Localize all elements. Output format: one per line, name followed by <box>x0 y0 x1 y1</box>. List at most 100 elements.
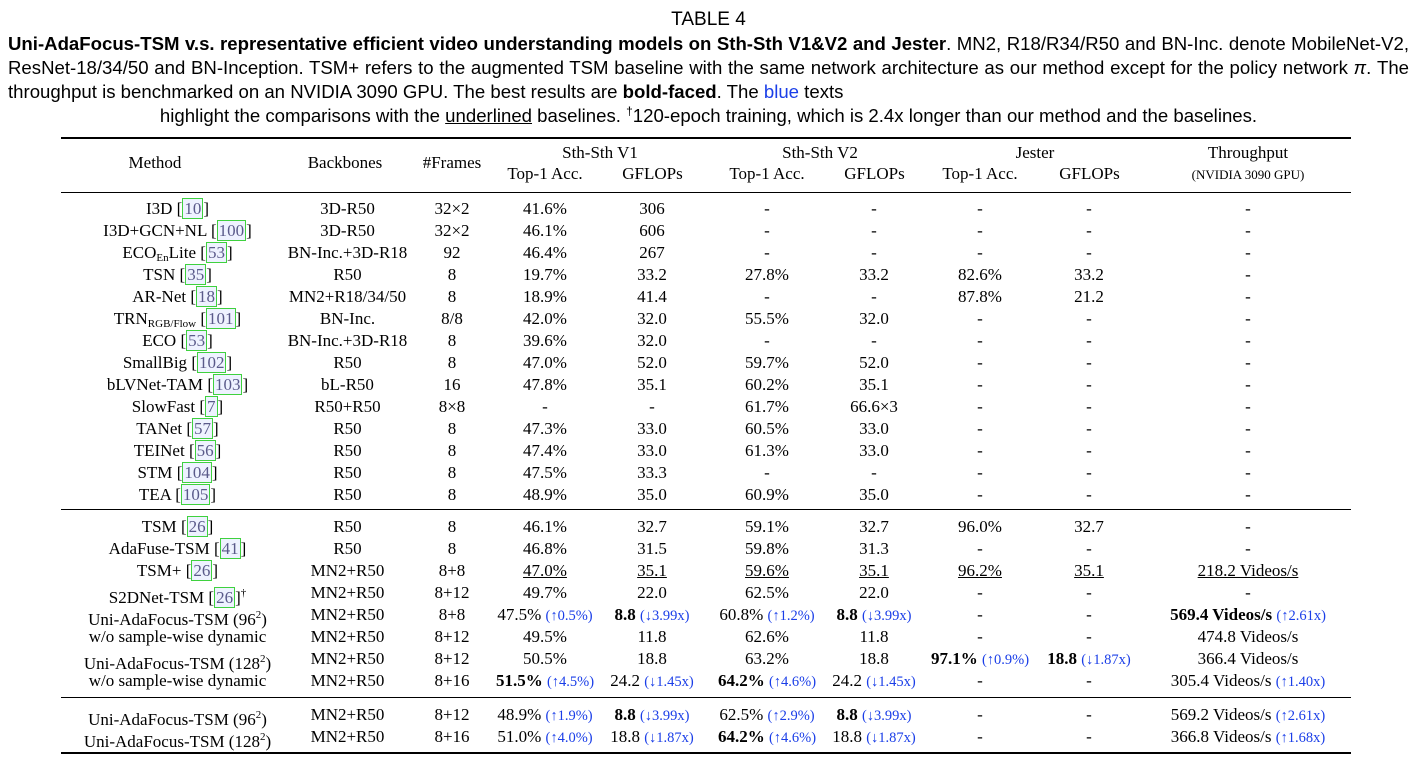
metric-value: - <box>1086 705 1092 724</box>
citation-link[interactable]: 41 <box>219 538 241 559</box>
metric-delta: (↑4.5%) <box>546 674 595 690</box>
metric-cell: - <box>1148 582 1348 604</box>
metric-cell: - <box>597 396 707 418</box>
metric-cell: 33.3 <box>597 462 707 484</box>
caption-blue-word: blue <box>763 81 800 102</box>
backbone-cell: MN2+R50 <box>310 627 385 646</box>
metric-value: - <box>977 705 983 724</box>
metric-cell: 267 <box>597 242 707 264</box>
metric-cell: - <box>712 198 822 220</box>
metric-value: 55.5% <box>745 309 789 328</box>
metric-cell: 48.9% (↑1.9%) <box>460 704 630 727</box>
metric-value: 62.5% <box>745 583 789 602</box>
metric-value: - <box>871 463 877 482</box>
caption-text-5: highlight the comparisons with the <box>159 105 446 126</box>
metric-cell: 52.0 <box>819 352 929 374</box>
metric-value: - <box>1245 221 1251 240</box>
metric-value: 306 <box>639 199 665 218</box>
backbone-cell: MN2+R50 <box>310 583 385 602</box>
metric-delta: (↑1.40x) <box>1275 674 1326 690</box>
metric-value: - <box>1245 397 1251 416</box>
citation-link[interactable]: 18 <box>196 286 218 307</box>
metric-cell: - <box>925 352 1035 374</box>
citation-link[interactable]: 35 <box>185 264 207 285</box>
metric-cell: 21.2 <box>1034 286 1144 308</box>
metric-cell: 35.1 <box>819 374 929 396</box>
metric-cell: 47.4% <box>490 440 600 462</box>
method-cell: Uni-AdaFocus-TSM (1282) <box>55 648 300 675</box>
caption-text-6: baselines. <box>532 105 627 126</box>
metric-value: - <box>871 221 877 240</box>
table-top-rule <box>61 137 1351 139</box>
header-frames: #Frames <box>422 153 482 172</box>
metric-value: 47.8% <box>523 375 567 394</box>
citation-link[interactable]: 26 <box>186 516 208 537</box>
backbone-cell: MN2+R50 <box>310 649 385 668</box>
table-bottom-rule <box>61 752 1351 754</box>
header-v2-gflops: GFLOPs <box>844 164 905 183</box>
citation-link[interactable]: 103 <box>212 374 243 395</box>
metric-value: 33.0 <box>859 441 889 460</box>
citation-link[interactable]: 101 <box>206 308 236 329</box>
citation-link[interactable]: 10 <box>182 198 204 219</box>
metric-cell: - <box>1034 308 1144 330</box>
citation-link[interactable]: 102 <box>196 352 227 373</box>
metric-cell: - <box>1034 418 1144 440</box>
method-name: bLVNet-TAM <box>106 375 204 394</box>
metric-cell: 61.3% <box>712 440 822 462</box>
metric-value: 62.6% <box>745 627 789 646</box>
metric-value: - <box>764 463 770 482</box>
backbone-cell: MN2+R50 <box>310 705 385 724</box>
method-cell: TANet [57] <box>136 418 219 439</box>
citation-link[interactable]: 104 <box>182 462 212 483</box>
method-superscript: 2 <box>259 653 266 665</box>
backbone-cell: R50 <box>333 441 362 460</box>
metric-cell: 305.4 Videos/s (↑1.40x) <box>1118 670 1378 693</box>
frames-cell: 8×8 <box>438 397 466 416</box>
metric-value: 35.1 <box>1074 561 1104 580</box>
metric-cell: - <box>925 726 1035 748</box>
method-name: TANet <box>136 419 183 438</box>
metric-value: - <box>649 397 655 416</box>
metric-value: 11.8 <box>637 627 667 646</box>
metric-cell: 47.0% <box>490 352 600 374</box>
metric-cell: 47.3% <box>490 418 600 440</box>
metric-delta: (↓3.99x) <box>639 708 690 724</box>
citation-link[interactable]: 100 <box>216 220 247 241</box>
metric-cell: 49.7% <box>490 582 600 604</box>
method-cell: w/o sample-wise dynamic <box>55 670 300 692</box>
citation-link[interactable]: 57 <box>192 418 214 439</box>
metric-value: 52.0 <box>637 353 667 372</box>
citation-link[interactable]: 53 <box>186 330 208 351</box>
frames-cell: 8+8 <box>438 561 466 580</box>
citation-link[interactable]: 26 <box>191 560 213 581</box>
frames-cell: 8 <box>447 463 457 482</box>
method-cell: S2DNet-TSM [26]† <box>108 587 247 608</box>
citation-link[interactable]: 105 <box>180 484 211 505</box>
metric-cell: 60.9% <box>712 484 822 506</box>
metric-value: 97.1% <box>930 649 978 668</box>
caption-bold-faced: bold-faced <box>622 81 717 102</box>
metric-cell: - <box>1034 396 1144 418</box>
metric-value: 8.8 <box>614 705 636 724</box>
metric-cell: 32.7 <box>819 516 929 538</box>
metric-value: 61.7% <box>745 397 789 416</box>
header-bottom-rule <box>61 192 1351 193</box>
metric-value: - <box>1086 727 1092 746</box>
metric-value: - <box>1086 221 1092 240</box>
metric-cell: - <box>819 198 929 220</box>
metric-cell: 59.1% <box>712 516 822 538</box>
frames-cell: 8+12 <box>434 649 470 668</box>
citation-link[interactable]: 26 <box>214 587 236 608</box>
metric-value: - <box>977 485 983 504</box>
citation-link[interactable]: 53 <box>205 242 227 263</box>
metric-value: - <box>1245 243 1251 262</box>
metric-cell: - <box>1148 242 1348 264</box>
metric-cell: - <box>925 330 1035 352</box>
citation-link[interactable]: 7 <box>205 396 218 417</box>
metric-value: - <box>977 583 983 602</box>
method-cell: STM [104] <box>137 462 218 483</box>
citation-link[interactable]: 56 <box>194 440 216 461</box>
backbone-cell: BN-Inc.+3D-R18 <box>287 243 408 262</box>
metric-value: - <box>871 199 877 218</box>
